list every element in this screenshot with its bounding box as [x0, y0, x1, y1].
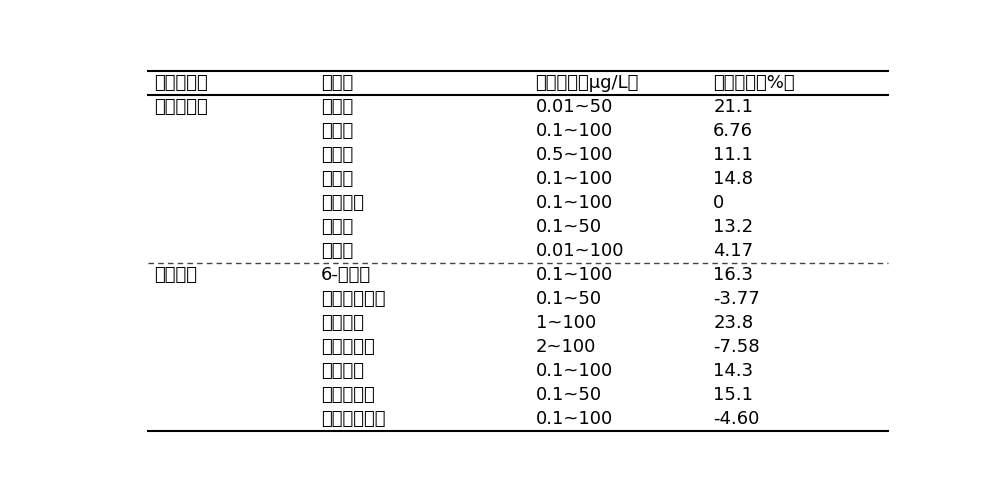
Text: 6-氯烟酸: 6-氯烟酸: [321, 266, 371, 284]
Text: 烯啶虫胺: 烯啶虫胺: [321, 194, 364, 212]
Text: 化合物类型: 化合物类型: [154, 74, 208, 92]
Text: 噻虫嗪: 噻虫嗪: [321, 242, 353, 260]
Text: 14.3: 14.3: [713, 362, 753, 380]
Text: 0.1~100: 0.1~100: [536, 194, 613, 212]
Text: 基质效应（%）: 基质效应（%）: [713, 74, 795, 92]
Text: 0.01~50: 0.01~50: [536, 98, 613, 116]
Text: 0.1~100: 0.1~100: [536, 362, 613, 380]
Text: -3.77: -3.77: [713, 290, 760, 308]
Text: 去甲基噻虫嗪: 去甲基噻虫嗪: [321, 410, 385, 428]
Text: 0.1~100: 0.1~100: [536, 122, 613, 140]
Text: 母体化合物: 母体化合物: [154, 98, 208, 116]
Text: 去甲基啶虫脒: 去甲基啶虫脒: [321, 290, 385, 308]
Text: 化合物: 化合物: [321, 74, 353, 92]
Text: 转化产物: 转化产物: [154, 266, 197, 284]
Text: 0: 0: [713, 194, 724, 212]
Text: 噻虫啉: 噻虫啉: [321, 218, 353, 236]
Text: 2~100: 2~100: [536, 338, 596, 356]
Text: 0.1~50: 0.1~50: [536, 218, 602, 236]
Text: -7.58: -7.58: [713, 338, 760, 356]
Text: 15.1: 15.1: [713, 386, 753, 404]
Text: 啶虫脒: 啶虫脒: [321, 98, 353, 116]
Text: 0.1~100: 0.1~100: [536, 266, 613, 284]
Text: 16.3: 16.3: [713, 266, 753, 284]
Text: 6.76: 6.76: [713, 122, 753, 140]
Text: 线性范围（μg/L）: 线性范围（μg/L）: [536, 74, 639, 92]
Text: 11.1: 11.1: [713, 146, 753, 164]
Text: 吡虫啉烯烃: 吡虫啉烯烃: [321, 338, 375, 356]
Text: 0.01~100: 0.01~100: [536, 242, 624, 260]
Text: 21.1: 21.1: [713, 98, 753, 116]
Text: 1~100: 1~100: [536, 314, 596, 332]
Text: 吡虫啉脲: 吡虫啉脲: [321, 362, 364, 380]
Text: 氨基噻虫啉: 氨基噻虫啉: [321, 386, 375, 404]
Text: 23.8: 23.8: [713, 314, 753, 332]
Text: 0.5~100: 0.5~100: [536, 146, 613, 164]
Text: 噻虫胺: 噻虫胺: [321, 122, 353, 140]
Text: 0.1~100: 0.1~100: [536, 410, 613, 428]
Text: 13.2: 13.2: [713, 218, 753, 236]
Text: 0.1~50: 0.1~50: [536, 386, 602, 404]
Text: 14.8: 14.8: [713, 170, 753, 188]
Text: 吡虫啉胍: 吡虫啉胍: [321, 314, 364, 332]
Text: -4.60: -4.60: [713, 410, 760, 428]
Text: 4.17: 4.17: [713, 242, 753, 260]
Text: 0.1~100: 0.1~100: [536, 170, 613, 188]
Text: 呋虫胺: 呋虫胺: [321, 146, 353, 164]
Text: 0.1~50: 0.1~50: [536, 290, 602, 308]
Text: 吡虫啉: 吡虫啉: [321, 170, 353, 188]
